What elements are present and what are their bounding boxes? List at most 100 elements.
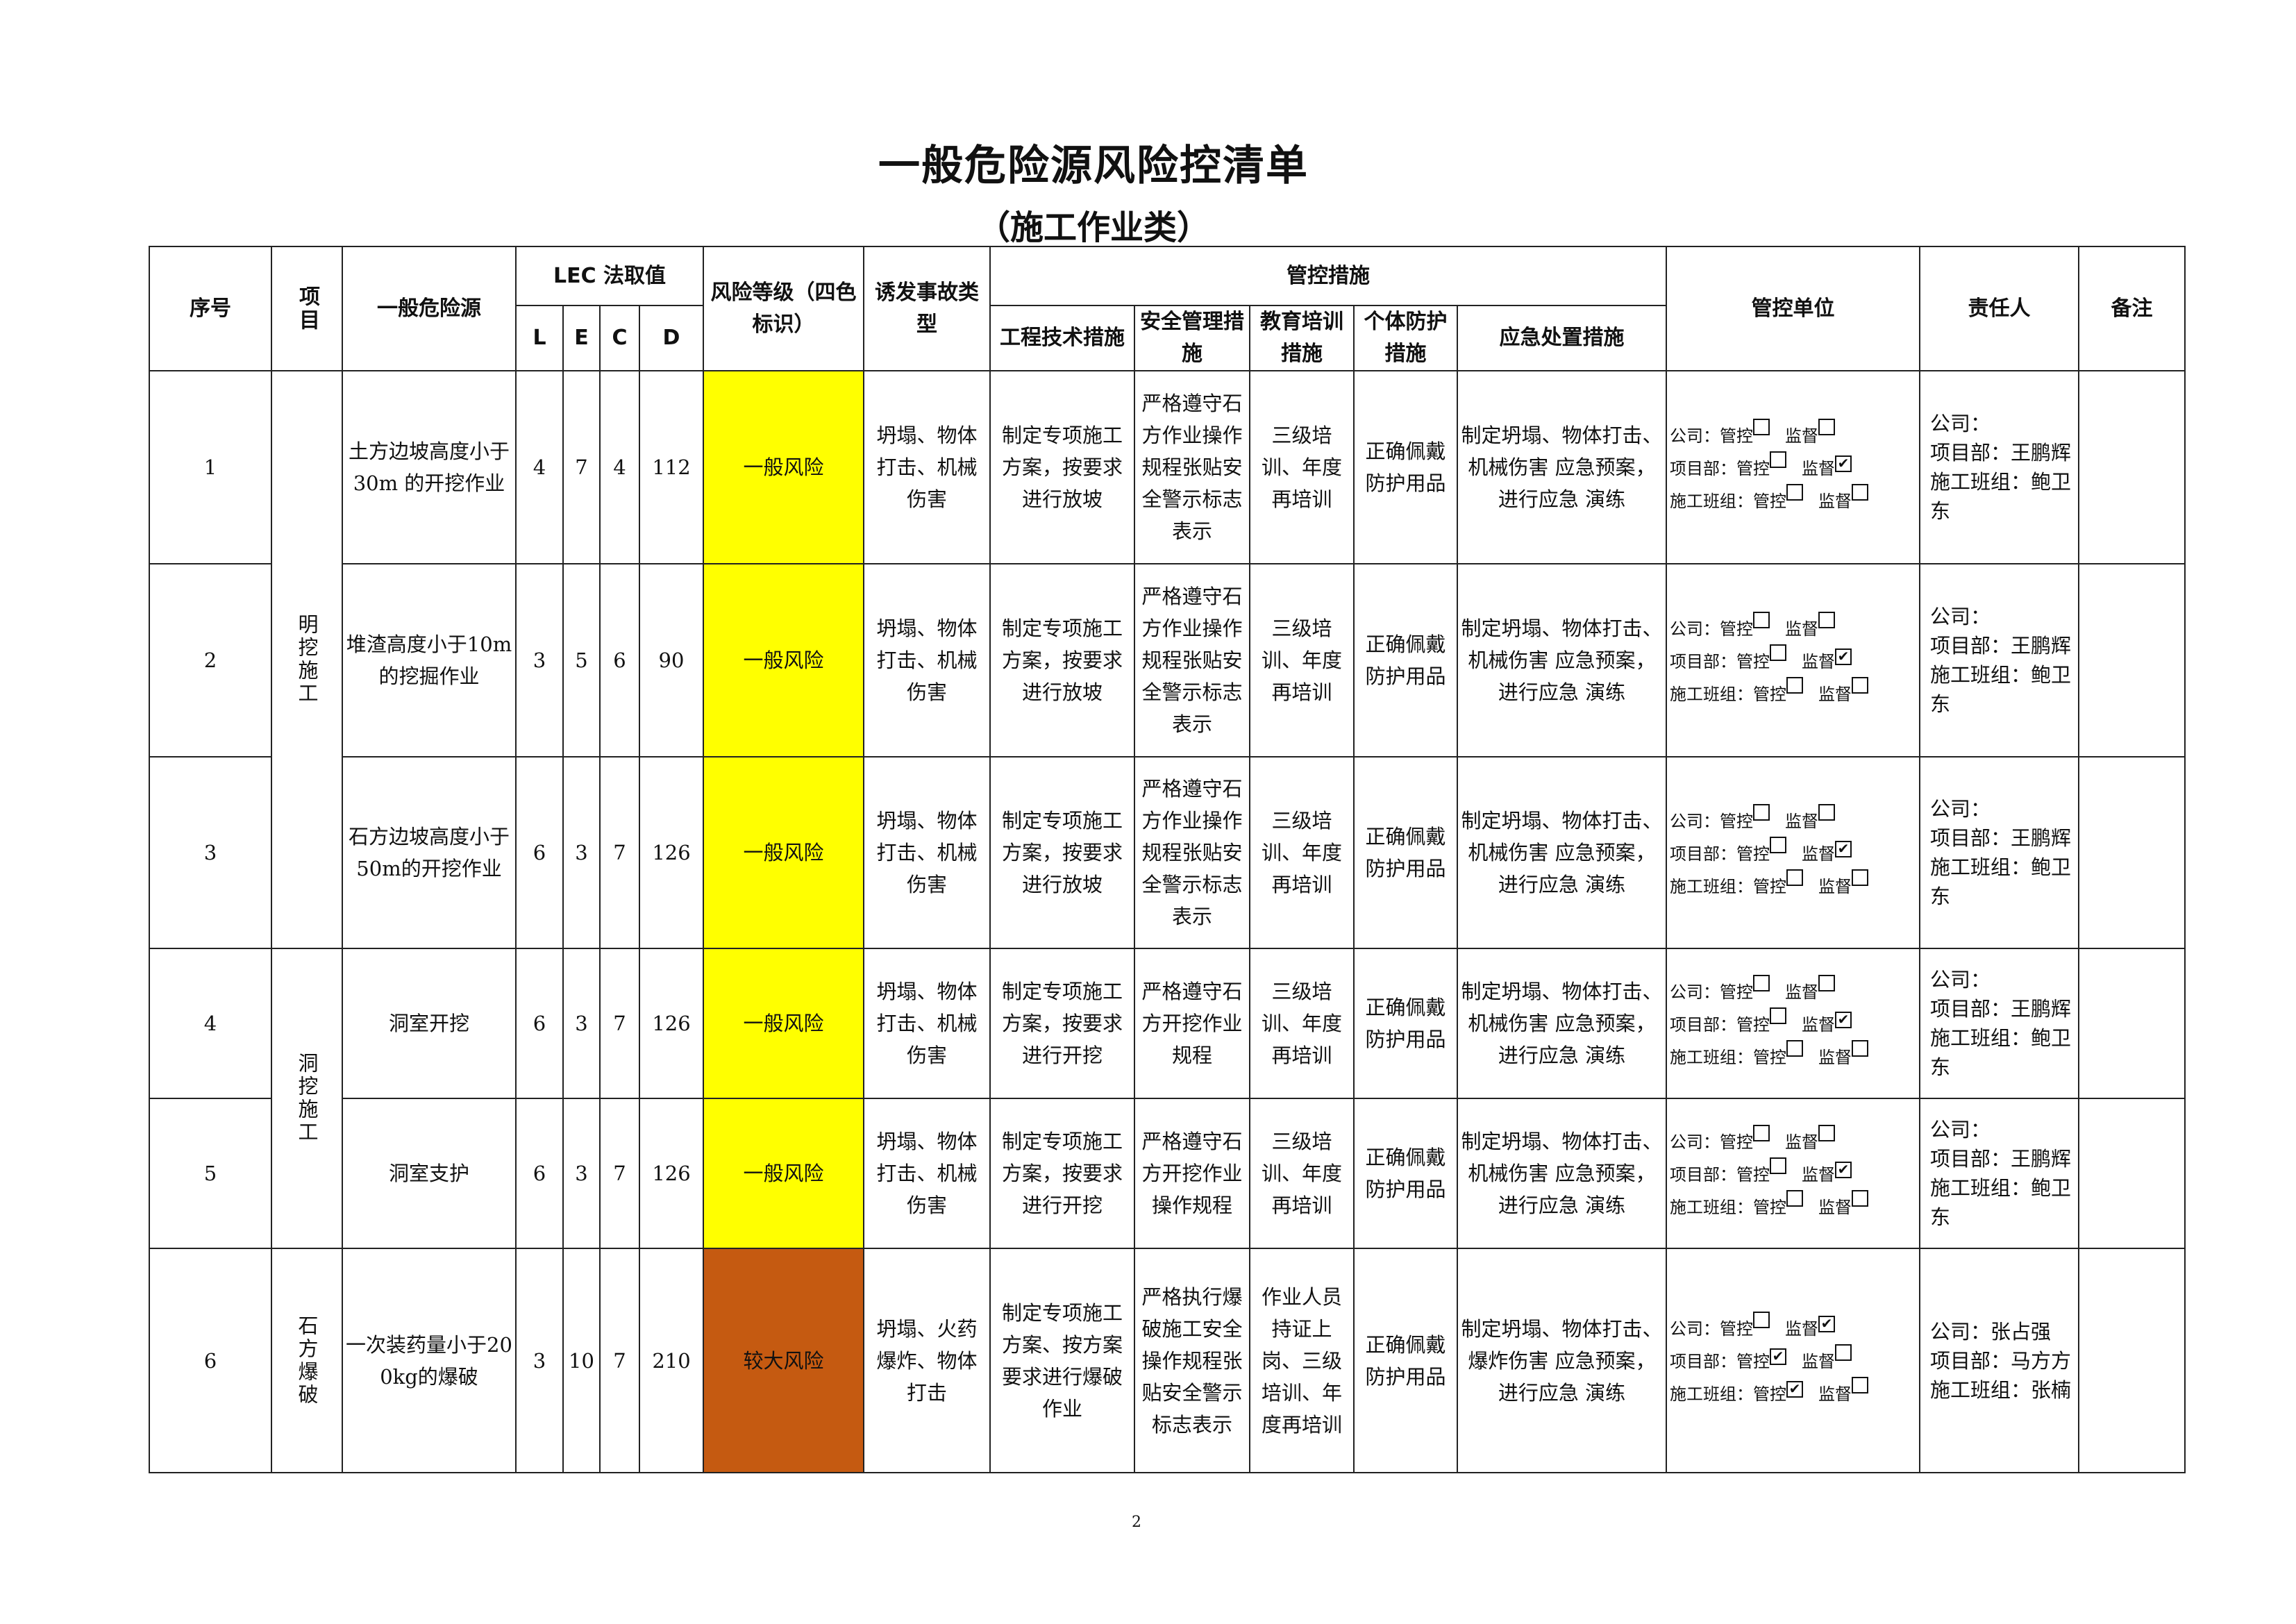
header-measures: 管控措施 bbox=[989, 246, 1668, 306]
responsible-line: 项目部：王鹏辉 bbox=[1930, 441, 2072, 464]
control-checkbox[interactable] bbox=[1770, 644, 1787, 661]
supervise-checkbox[interactable] bbox=[1818, 974, 1836, 991]
unit-label: 项目部： bbox=[1670, 844, 1737, 864]
lec-e-cell: 3 bbox=[562, 756, 601, 949]
hazard-cell: 石方边坡高度小于50m的开挖作业 bbox=[342, 756, 517, 949]
responsible-line: 施工班组：鲍卫东 bbox=[1930, 855, 2072, 908]
control-checkbox[interactable] bbox=[1753, 611, 1770, 628]
supervise-checkbox[interactable] bbox=[1852, 1377, 1869, 1393]
control-unit-line: 公司：管控 监督 bbox=[1670, 974, 1916, 1007]
header-ppe: 个体防护措施 bbox=[1353, 305, 1459, 371]
remarks-cell bbox=[2078, 563, 2186, 757]
control-checkbox[interactable] bbox=[1753, 803, 1770, 821]
supervise-checkbox[interactable] bbox=[1818, 418, 1836, 435]
supervise-checkbox[interactable] bbox=[1818, 1124, 1836, 1141]
remarks-cell bbox=[2078, 1248, 2186, 1473]
seq-cell: 6 bbox=[149, 1248, 272, 1473]
responsible-line: 项目部：王鹏辉 bbox=[1930, 826, 2072, 850]
responsible-line: 公司：张占强 bbox=[1930, 1319, 2052, 1343]
control-label: 管控 bbox=[1720, 426, 1754, 446]
control-checkbox[interactable] bbox=[1753, 1124, 1770, 1141]
lec-e-cell: 5 bbox=[562, 563, 601, 757]
control-unit-cell: 公司：管控 监督 ✔ 项目部：管控 ✔ 监督 施工班组：管控 ✔ 监督 bbox=[1666, 1248, 1921, 1473]
control-checkbox[interactable] bbox=[1786, 676, 1804, 694]
supervise-label: 监督 bbox=[1785, 426, 1819, 446]
control-label: 管控 bbox=[1753, 1197, 1787, 1217]
supervise-checkbox[interactable]: ✔ bbox=[1835, 1011, 1852, 1028]
responsible-cell: 公司： 项目部：王鹏辉 施工班组：鲍卫东 bbox=[1919, 756, 2080, 949]
lec-c-cell: 4 bbox=[599, 370, 640, 564]
supervise-checkbox[interactable] bbox=[1852, 869, 1869, 886]
remarks-cell bbox=[2078, 756, 2186, 949]
safety-measure-cell: 严格遵守石方作业操作规程张贴安全警示标志表示 bbox=[1134, 563, 1251, 757]
lec-c-cell: 7 bbox=[599, 1248, 640, 1473]
supervise-checkbox[interactable]: ✔ bbox=[1835, 455, 1852, 472]
responsible-cell: 公司： 项目部：王鹏辉 施工班组：鲍卫东 bbox=[1919, 948, 2080, 1099]
control-checkbox[interactable] bbox=[1753, 1312, 1770, 1328]
unit-label: 项目部： bbox=[1670, 1164, 1737, 1184]
control-unit-cell: 公司：管控 监督 项目部：管控 监督 ✔ 施工班组：管控 监督 bbox=[1666, 563, 1921, 757]
supervise-checkbox[interactable] bbox=[1852, 483, 1869, 501]
header-c: C bbox=[599, 305, 640, 371]
supervise-label: 监督 bbox=[1818, 684, 1852, 704]
unit-label: 公司： bbox=[1670, 982, 1720, 1002]
unit-label: 项目部： bbox=[1670, 1352, 1737, 1371]
page-number: 2 bbox=[1132, 1514, 1141, 1531]
control-unit-cell: 公司：管控 监督 项目部：管控 监督 ✔ 施工班组：管控 监督 bbox=[1666, 370, 1921, 564]
supervise-checkbox[interactable] bbox=[1852, 1189, 1869, 1207]
supervise-label: 监督 bbox=[1785, 1132, 1819, 1152]
control-checkbox[interactable] bbox=[1786, 1039, 1804, 1057]
supervise-label: 监督 bbox=[1818, 876, 1852, 896]
unit-label: 施工班组： bbox=[1670, 1197, 1754, 1217]
supervise-label: 监督 bbox=[1818, 1047, 1852, 1067]
supervise-checkbox[interactable]: ✔ bbox=[1835, 1161, 1852, 1178]
control-checkbox[interactable] bbox=[1786, 483, 1804, 501]
page-title: 一般危险源风险控清单 bbox=[878, 142, 1309, 190]
table-row: 1 明挖施工 土方边坡高度小于30m 的开挖作业 4 7 4 112 一般风险 坍塌、物体打击、… bbox=[149, 370, 2186, 949]
supervise-label: 监督 bbox=[1818, 1197, 1852, 1217]
section-cell: 明挖施工 bbox=[271, 370, 343, 949]
control-checkbox[interactable] bbox=[1753, 418, 1770, 435]
responsible-line: 公司： bbox=[1930, 968, 1991, 991]
engineering-measure-cell: 制定专项施工方案，按要求进行放坡 bbox=[989, 563, 1136, 757]
header-section: 项目 bbox=[271, 246, 343, 371]
lec-d-cell: 112 bbox=[638, 370, 705, 564]
safety-measure-cell: 严格执行爆破施工安全操作规程张贴安全警示标志表示 bbox=[1134, 1248, 1251, 1473]
lec-c-cell: 7 bbox=[599, 756, 640, 949]
lec-e-cell: 3 bbox=[562, 1098, 601, 1249]
responsible-line: 施工班组：鲍卫东 bbox=[1930, 1176, 2072, 1229]
control-checkbox[interactable]: ✔ bbox=[1786, 1381, 1804, 1398]
supervise-checkbox[interactable]: ✔ bbox=[1835, 648, 1852, 665]
supervise-checkbox[interactable]: ✔ bbox=[1835, 840, 1852, 857]
supervise-checkbox[interactable]: ✔ bbox=[1818, 1316, 1836, 1332]
control-unit-line: 项目部：管控 监督 ✔ bbox=[1670, 836, 1916, 869]
control-checkbox[interactable] bbox=[1753, 974, 1770, 991]
ppe-measure-cell: 正确佩戴防护用品 bbox=[1353, 1248, 1459, 1473]
control-checkbox[interactable] bbox=[1786, 869, 1804, 886]
responsible-line: 施工班组：鲍卫东 bbox=[1930, 470, 2072, 523]
control-checkbox[interactable] bbox=[1770, 451, 1787, 468]
supervise-checkbox[interactable] bbox=[1852, 676, 1869, 694]
unit-label: 施工班组： bbox=[1670, 1384, 1754, 1404]
header-remarks: 备注 bbox=[2078, 246, 2186, 371]
control-checkbox[interactable] bbox=[1770, 1007, 1787, 1024]
supervise-checkbox[interactable] bbox=[1818, 611, 1836, 628]
control-checkbox[interactable] bbox=[1786, 1189, 1804, 1207]
supervise-checkbox[interactable] bbox=[1835, 1344, 1852, 1361]
control-checkbox[interactable]: ✔ bbox=[1770, 1348, 1787, 1365]
supervise-checkbox[interactable] bbox=[1852, 1039, 1869, 1057]
emergency-measure-cell: 制定坍塌、物体打击、爆炸伤害 应急预案，进行应急 演练 bbox=[1457, 1248, 1668, 1473]
lec-l-cell: 3 bbox=[515, 563, 564, 757]
education-measure-cell: 三级培训、年度再培训 bbox=[1249, 1098, 1355, 1249]
supervise-checkbox[interactable] bbox=[1818, 803, 1836, 821]
header-d: D bbox=[638, 305, 705, 371]
supervise-label: 监督 bbox=[1802, 1352, 1836, 1371]
seq-cell: 4 bbox=[149, 948, 272, 1099]
supervise-label: 监督 bbox=[1785, 811, 1819, 831]
control-checkbox[interactable] bbox=[1770, 1157, 1787, 1174]
control-checkbox[interactable] bbox=[1770, 836, 1787, 853]
seq-cell: 1 bbox=[149, 370, 272, 564]
header-e: E bbox=[562, 305, 601, 371]
control-unit-line: 公司：管控 监督 bbox=[1670, 611, 1916, 644]
responsible-line: 项目部：王鹏辉 bbox=[1930, 997, 2072, 1021]
